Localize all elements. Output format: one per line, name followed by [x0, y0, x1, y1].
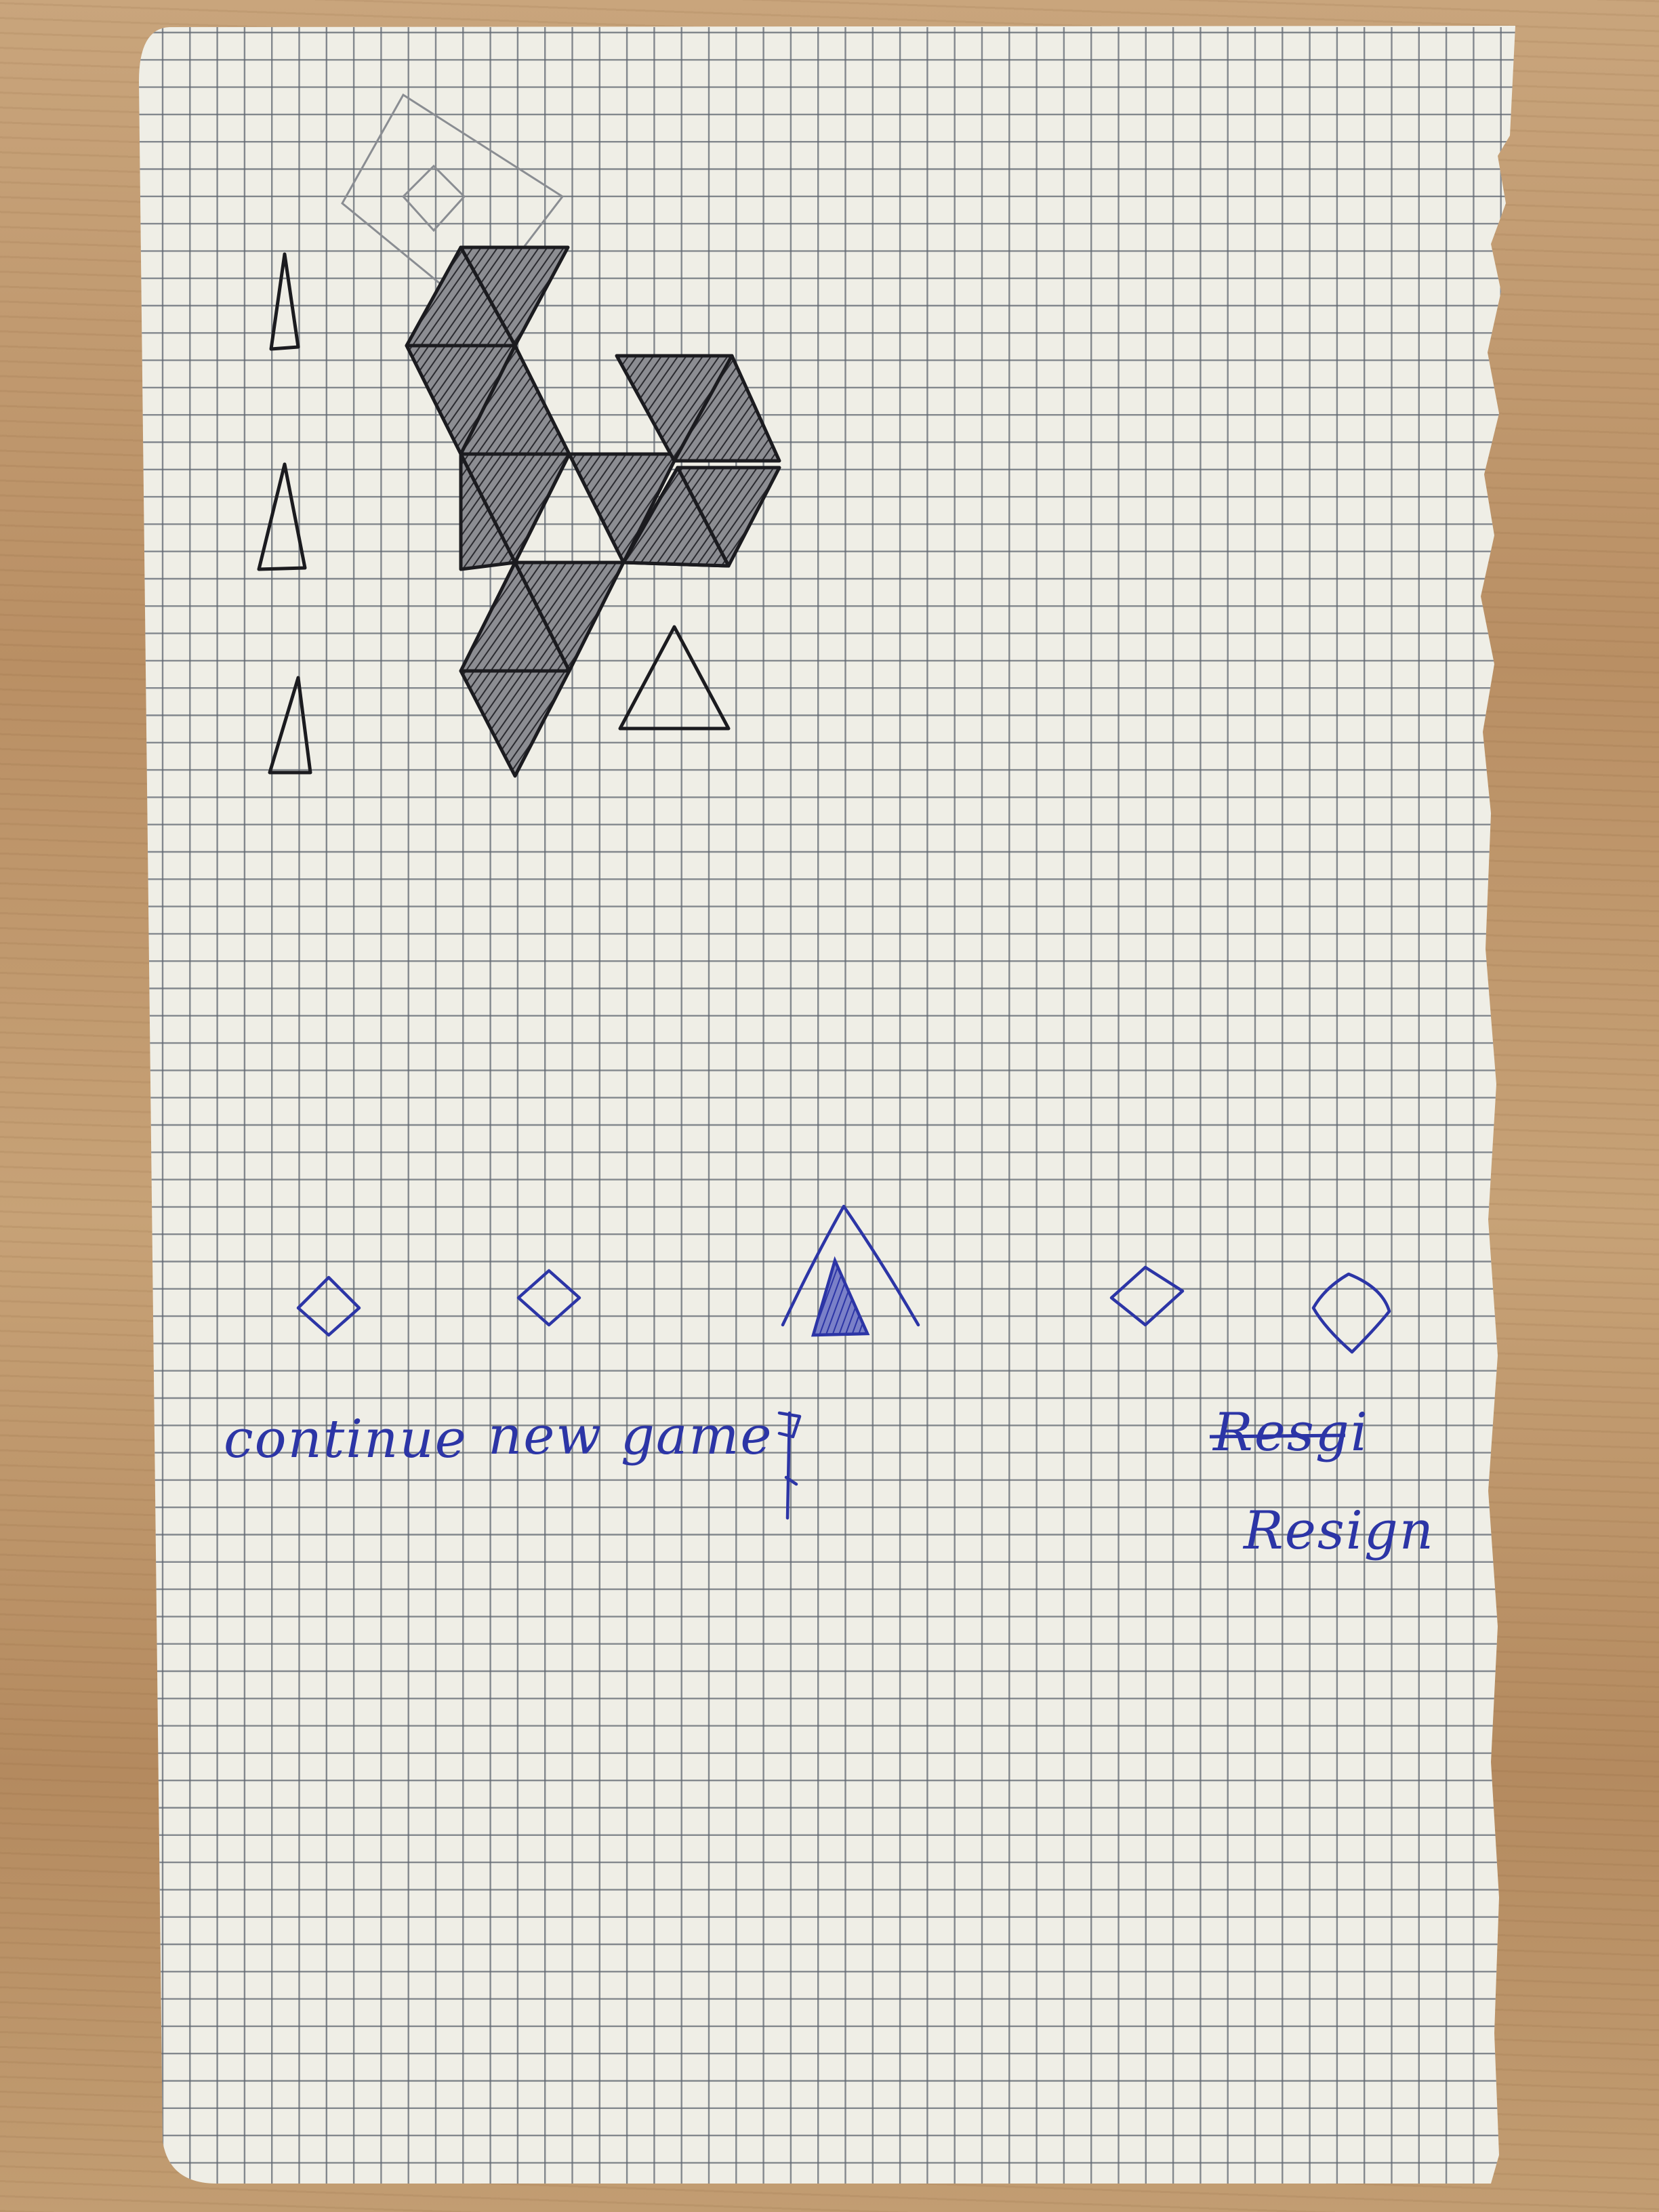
status-marker-1-triangle-icon [269, 252, 300, 351]
board-piece [672, 354, 781, 463]
board-empty-triangle [618, 625, 731, 731]
new-game-label[interactable]: new game [488, 1406, 773, 1467]
resign-diamond-icon[interactable] [1311, 1272, 1391, 1354]
center-scribble-mark [777, 1411, 802, 1520]
status-marker-2-triangle-icon [257, 462, 307, 571]
resign-struck-label: Resgi [1212, 1402, 1369, 1463]
strikethrough-line [1209, 1433, 1346, 1439]
status-marker-3-triangle-icon [268, 676, 312, 775]
new-game-diamond-icon[interactable] [516, 1269, 581, 1327]
board-piece [459, 452, 517, 571]
menu-labels: continue new game Resgi Resign [224, 1402, 1435, 1561]
board-piece [621, 466, 731, 568]
paper-background [139, 26, 1515, 2184]
center-triangle-icon[interactable] [781, 1204, 920, 1337]
center-shaded-triangle [811, 1256, 870, 1337]
board-piece [459, 669, 571, 778]
fourth-diamond-icon[interactable] [1109, 1265, 1185, 1327]
continue-label[interactable]: continue [224, 1409, 468, 1470]
center-outer-arch [781, 1204, 920, 1327]
resign-label[interactable]: Resign [1242, 1500, 1435, 1561]
pencil-inner-diamond [401, 164, 466, 232]
side-status-markers [257, 252, 312, 775]
menu-icons-row [296, 1204, 1391, 1354]
continue-diamond-icon[interactable] [296, 1275, 361, 1337]
game-board-triangles [405, 245, 781, 778]
center-scribble [777, 1411, 802, 1520]
paper-sheet [139, 26, 1515, 2184]
board-piece [567, 452, 680, 565]
